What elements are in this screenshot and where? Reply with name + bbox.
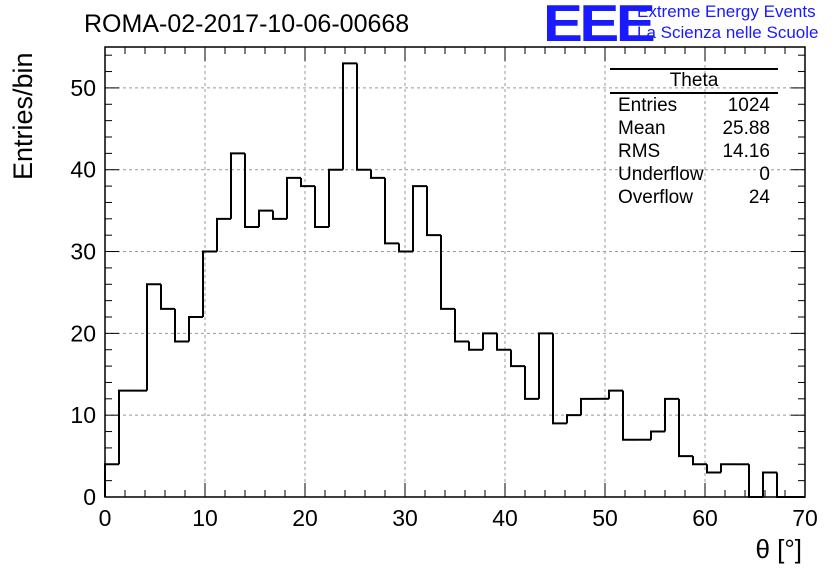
- y-tick-label: 30: [70, 239, 96, 265]
- histogram-bin: [244, 153, 259, 228]
- histogram-bin: [118, 389, 133, 465]
- histogram-bin: [314, 186, 329, 228]
- histogram-bin: [580, 397, 595, 416]
- histogram-bin: [706, 464, 721, 474]
- histogram-bin: [356, 63, 371, 171]
- stats-row: Entries 1024: [610, 94, 778, 117]
- histogram-bin: [188, 316, 203, 342]
- x-tick-label: 0: [99, 505, 112, 531]
- logo-subtitle-1: Extreme Energy Events: [637, 2, 816, 21]
- chart-title: ROMA-02-2017-10-06-00668: [84, 10, 410, 38]
- y-tick-label: 0: [83, 484, 96, 510]
- histogram-bin: [650, 430, 665, 440]
- histogram-bin: [202, 250, 217, 317]
- histogram-bin: [146, 283, 161, 391]
- histogram-bin: [762, 471, 777, 497]
- histogram-bin: [370, 169, 385, 179]
- histogram-bin: [776, 472, 791, 498]
- histogram-bin: [482, 332, 497, 350]
- histogram-bin: [398, 243, 413, 253]
- histogram-bin: [538, 332, 553, 399]
- eee-logo: EEE: [543, 0, 656, 53]
- histogram-bin: [496, 333, 511, 351]
- x-tick-label: 50: [592, 505, 618, 531]
- y-tick-label: 40: [70, 157, 96, 183]
- histogram-bin: [664, 397, 679, 432]
- histogram-bin: [426, 186, 441, 237]
- x-axis-label: θ [°]: [755, 534, 802, 564]
- histogram-bin: [272, 210, 287, 220]
- x-tick-label: 40: [492, 505, 518, 531]
- histogram-bin: [328, 168, 343, 227]
- histogram-bin: [692, 456, 707, 466]
- stats-label: Entries: [618, 95, 678, 116]
- stats-row: Underflow 0: [610, 163, 778, 186]
- stats-label: RMS: [618, 141, 661, 162]
- y-axis-label: Entries/bin: [8, 52, 38, 180]
- histogram-bin: [748, 464, 763, 498]
- x-tick-label: 20: [292, 505, 318, 531]
- stats-row: RMS 14.16: [610, 140, 778, 163]
- histogram-bin: [286, 176, 301, 219]
- stats-title: Theta: [610, 68, 778, 94]
- histogram-bin: [300, 177, 315, 188]
- histogram-bin: [160, 284, 175, 310]
- histogram-bin: [412, 185, 427, 252]
- stats-row: Mean 25.88: [610, 117, 778, 140]
- x-tick-label: 60: [692, 505, 718, 531]
- histogram-bin: [622, 390, 637, 441]
- histogram-bin: [384, 177, 399, 245]
- stats-value: 25.88: [722, 118, 770, 139]
- x-tick-label: 10: [192, 505, 218, 531]
- stats-label: Underflow: [618, 164, 704, 185]
- logo-subtitle-2: La Scienza nelle Scuole: [637, 23, 819, 42]
- histogram-bin: [216, 217, 231, 252]
- histogram-bin: [454, 308, 469, 343]
- histogram-bin: [440, 235, 455, 310]
- histogram-bin: [524, 366, 539, 400]
- y-tick-label: 50: [70, 75, 96, 101]
- histogram-bin: [608, 389, 623, 399]
- x-tick-label: 70: [792, 505, 818, 531]
- stats-value: 0: [759, 164, 770, 185]
- y-tick-label: 10: [70, 402, 96, 428]
- plot-frame: [104, 46, 806, 498]
- histogram-bin: [230, 152, 245, 219]
- histogram-bin: [552, 333, 567, 425]
- stats-value: 24: [748, 187, 770, 208]
- stats-row: Overflow 24: [610, 186, 778, 209]
- histogram-bin: [258, 209, 273, 227]
- histogram-bin: [468, 341, 483, 351]
- stats-box: Theta Entries 1024 Mean 25.88 RMS 14.16 Und…: [610, 68, 778, 209]
- y-tick-label: 20: [70, 320, 96, 346]
- stats-label: Mean: [618, 118, 666, 139]
- histogram-bin: [510, 349, 525, 368]
- histogram-bin: [566, 414, 581, 424]
- histogram-bin: [720, 463, 735, 473]
- histogram-bin: [678, 398, 693, 458]
- stats-value: 14.16: [722, 141, 770, 162]
- histogram-bin: [174, 308, 189, 343]
- stats-value: 1024: [727, 95, 770, 116]
- stats-label: Overflow: [618, 187, 693, 208]
- histogram-bin: [342, 62, 357, 170]
- x-tick-label: 30: [392, 505, 418, 531]
